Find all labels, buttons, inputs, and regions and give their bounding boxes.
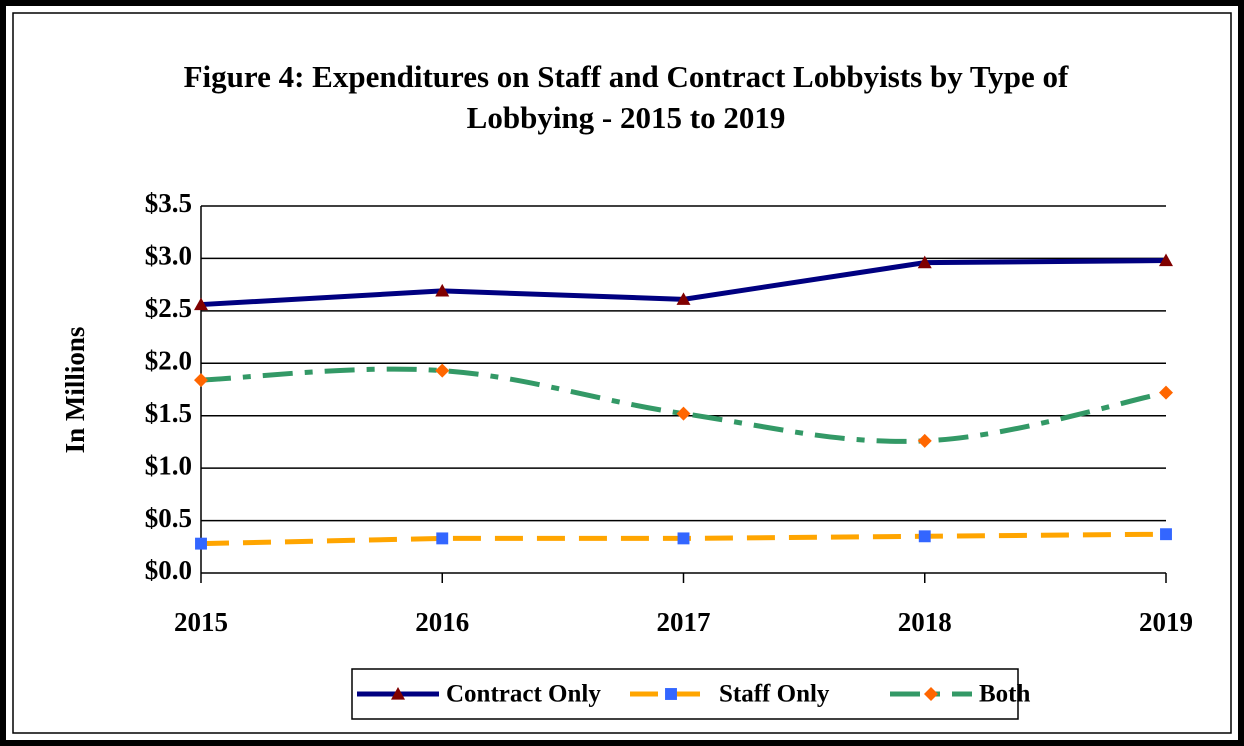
x-tick-label: 2017 <box>657 607 711 637</box>
data-point <box>1159 385 1173 400</box>
data-point <box>918 530 931 543</box>
y-tick-label: $1.0 <box>145 450 192 480</box>
legend-label: Both <box>979 681 1031 708</box>
legend-marker <box>665 688 677 700</box>
data-point <box>917 255 932 269</box>
data-point <box>1159 253 1173 267</box>
y-tick-label: $0.5 <box>145 503 192 533</box>
series-line <box>200 366 1167 444</box>
x-tick-label: 2018 <box>898 607 952 637</box>
data-point <box>194 297 208 311</box>
y-tick-label: $2.5 <box>145 293 192 323</box>
data-point <box>435 283 450 297</box>
x-tick-label: 2019 <box>1139 607 1193 637</box>
y-tick-label: $1.5 <box>145 398 192 428</box>
legend-label: Staff Only <box>719 681 830 708</box>
data-point <box>194 373 208 388</box>
data-point <box>676 406 691 421</box>
y-tick-label: $3.5 <box>145 188 192 218</box>
inner-frame <box>12 12 1232 734</box>
y-tick-label: $3.0 <box>145 241 192 271</box>
data-point <box>677 532 690 545</box>
x-tick-label: 2016 <box>415 607 469 637</box>
y-tick-label: $0.0 <box>145 555 192 585</box>
x-tick-label: 2015 <box>174 607 228 637</box>
data-point <box>436 532 449 545</box>
data-point <box>676 292 691 305</box>
chart-title: Figure 4: Expenditures on Staff and Cont… <box>183 59 1069 135</box>
y-axis-label: In Millions <box>60 327 90 454</box>
legend-label: Contract Only <box>446 681 601 708</box>
y-tick-label: $2.0 <box>145 345 192 375</box>
legend-marker <box>391 687 405 700</box>
data-point <box>195 537 207 550</box>
legend-marker <box>924 687 938 701</box>
data-point <box>1160 528 1172 541</box>
data-point <box>917 433 932 448</box>
data-point <box>435 363 450 378</box>
